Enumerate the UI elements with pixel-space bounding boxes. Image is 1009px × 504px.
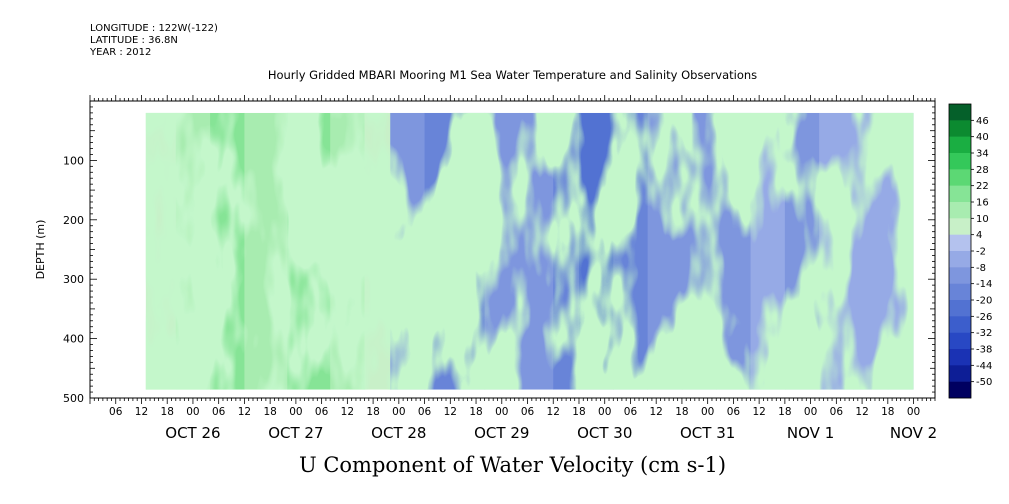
colorbar-swatch xyxy=(949,153,971,170)
x-tick-label: 06 xyxy=(830,406,844,418)
colorbar-swatch xyxy=(949,202,971,219)
y-tick-label: 200 xyxy=(63,214,84,227)
x-day-label: NOV 1 xyxy=(787,424,834,442)
x-day-label: OCT 26 xyxy=(165,424,220,442)
colorbar-label: -38 xyxy=(976,345,992,356)
x-tick-label: 18 xyxy=(161,406,174,418)
colorbar-swatch xyxy=(949,349,971,366)
x-day-label: OCT 28 xyxy=(371,424,426,442)
colorbar-label: 28 xyxy=(976,165,989,176)
x-tick-label: 06 xyxy=(727,406,741,418)
x-tick-label: 12 xyxy=(855,406,868,418)
colorbar-swatch xyxy=(949,381,971,399)
colorbar-swatch xyxy=(949,365,971,382)
colorbar-swatch xyxy=(949,300,971,317)
colorbar: 46 40 34 28 22 16 10 4 -2 -8 -14 -20 -26 -32 -38 -44 -50 xyxy=(948,103,992,399)
colorbar-swatch xyxy=(949,332,971,350)
x-tick-label: 18 xyxy=(675,406,688,418)
variable-title: U Component of Water Velocity (cm s-1) xyxy=(298,453,727,477)
colorbar-swatch xyxy=(949,316,971,333)
x-tick-label: 12 xyxy=(341,406,354,418)
colorbar-swatch xyxy=(949,169,971,186)
colorbar-label: 16 xyxy=(976,198,989,209)
x-tick-label: 18 xyxy=(881,406,894,418)
chart-title: Hourly Gridded MBARI Mooring M1 Sea Wate… xyxy=(267,68,758,82)
x-tick-label: 12 xyxy=(547,406,560,418)
plot-area xyxy=(145,112,914,390)
x-tick-label: 00 xyxy=(289,406,302,418)
y-tick-label: 400 xyxy=(63,333,84,346)
axes: 06 12 18 00 06 12 18 00 06 12 18 00 06 12 18 00 06 12 18 00… xyxy=(34,95,937,442)
x-tick-label: 12 xyxy=(135,406,148,418)
x-tick-label: 00 xyxy=(495,406,508,418)
colorbar-swatch xyxy=(949,251,971,268)
x-tick-label: 18 xyxy=(778,406,791,418)
x-tick-label: 12 xyxy=(752,406,765,418)
colorbar-swatch xyxy=(949,218,971,235)
colorbar-swatch xyxy=(949,136,971,154)
x-tick-label: 00 xyxy=(701,406,714,418)
colorbar-label: 34 xyxy=(976,149,989,160)
colorbar-swatch xyxy=(949,234,971,252)
x-tick-label: 00 xyxy=(392,406,405,418)
colorbar-label: 22 xyxy=(976,181,989,192)
x-tick-label: 12 xyxy=(444,406,457,418)
x-day-label: OCT 30 xyxy=(577,424,632,442)
x-tick-label: 06 xyxy=(109,406,123,418)
x-tick-label: 00 xyxy=(598,406,611,418)
colorbar-swatch xyxy=(949,185,971,203)
longitude-label: LONGITUDE : 122W(-122) xyxy=(90,23,218,34)
x-tick-label: 12 xyxy=(650,406,663,418)
x-tick-label: 00 xyxy=(804,406,817,418)
x-tick-label: 18 xyxy=(366,406,379,418)
x-day-label: NOV 2 xyxy=(890,424,937,442)
x-tick-label: 12 xyxy=(238,406,251,418)
latitude-label: LATITUDE : 36.8N xyxy=(90,35,178,46)
x-tick-label: 00 xyxy=(186,406,199,418)
y-tick-label: 300 xyxy=(63,273,84,286)
x-tick-label: 00 xyxy=(907,406,920,418)
colorbar-label: 10 xyxy=(976,214,989,225)
colorbar-swatch xyxy=(949,104,971,121)
x-tick-label: 18 xyxy=(469,406,482,418)
x-day-label: OCT 29 xyxy=(474,424,529,442)
colorbar-label: -44 xyxy=(976,361,992,372)
colorbar-label: 40 xyxy=(976,132,989,143)
colorbar-label: -20 xyxy=(976,296,992,307)
colorbar-label: -2 xyxy=(976,247,986,258)
x-day-label: OCT 27 xyxy=(268,424,323,442)
colorbar-label: -26 xyxy=(976,312,992,323)
x-tick-label: 18 xyxy=(572,406,585,418)
x-tick-label: 18 xyxy=(263,406,276,418)
y-tick-label: 100 xyxy=(63,154,84,167)
colorbar-swatch xyxy=(949,120,971,137)
y-tick-label: 500 xyxy=(63,392,84,405)
header-metadata: LONGITUDE : 122W(-122) LATITUDE : 36.8N … xyxy=(90,23,218,59)
x-tick-label: 06 xyxy=(315,406,329,418)
data-region xyxy=(145,112,914,390)
colorbar-label: -14 xyxy=(976,279,992,290)
time-band xyxy=(913,112,914,390)
colorbar-label: -32 xyxy=(976,328,992,339)
colorbar-label: 46 xyxy=(976,116,989,127)
texture-overlay xyxy=(145,112,914,390)
colorbar-swatch xyxy=(949,267,971,284)
y-axis-label: DEPTH (m) xyxy=(34,220,47,280)
x-tick-label: 06 xyxy=(418,406,432,418)
x-tick-label: 06 xyxy=(212,406,226,418)
colorbar-label: 4 xyxy=(976,230,982,241)
colorbar-swatch xyxy=(949,283,971,301)
x-day-label: OCT 31 xyxy=(680,424,735,442)
x-tick-label: 06 xyxy=(521,406,535,418)
colorbar-label: -8 xyxy=(976,263,986,274)
year-label: YEAR : 2012 xyxy=(90,47,152,58)
x-tick-label: 06 xyxy=(624,406,638,418)
colorbar-label: -50 xyxy=(976,377,992,388)
